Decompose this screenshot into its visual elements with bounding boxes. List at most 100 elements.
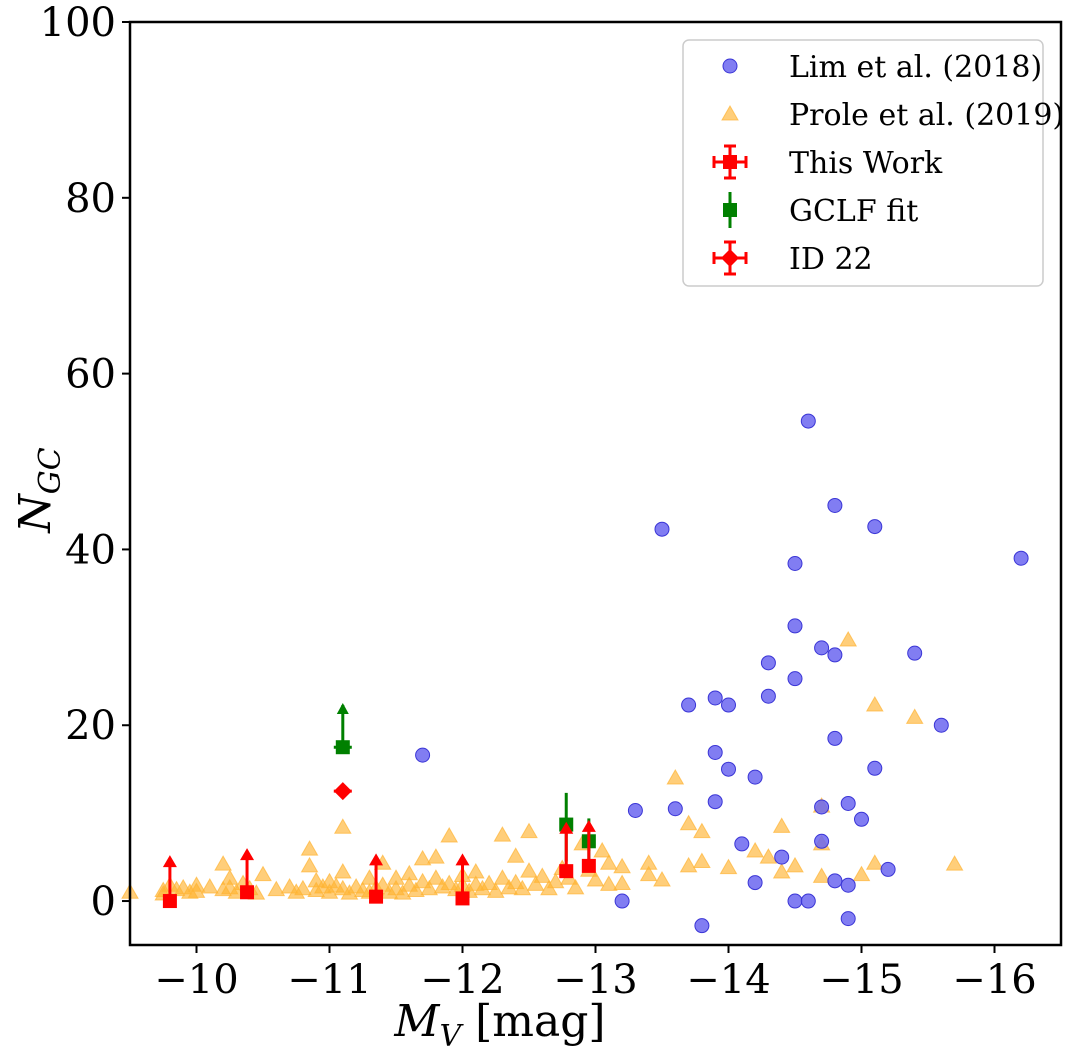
lim-point	[827, 497, 843, 513]
legend: Lim et al. (2018) Prole et al. (2019) This…	[682, 39, 1064, 287]
prole-point	[300, 856, 319, 873]
prole-point	[599, 854, 618, 870]
series-prole	[121, 630, 964, 901]
lim-point	[814, 833, 830, 849]
prole-point	[772, 817, 791, 833]
prole-point	[486, 882, 505, 898]
prole-point	[839, 630, 858, 647]
upper-limit-arrowhead	[559, 821, 574, 834]
prole-point	[506, 847, 525, 863]
upper-limit-arrowhead	[455, 853, 470, 866]
lim-point	[707, 744, 723, 760]
lim-point	[800, 413, 816, 429]
lim-point	[694, 918, 710, 934]
prole-point	[586, 870, 605, 887]
lim-point	[827, 730, 843, 746]
x-tick-label: −15	[819, 957, 903, 1003]
prole-point	[520, 862, 538, 878]
lim-point	[721, 697, 736, 713]
prole-point	[905, 708, 924, 724]
legend-entry: ID 22	[712, 240, 873, 277]
prole-point	[480, 874, 498, 890]
gclf-point	[335, 740, 350, 755]
legend-entry: This Work	[712, 144, 943, 181]
legend-marker-this-work	[723, 155, 737, 169]
legend-marker-gclf	[723, 203, 737, 217]
y-tick-label: 100	[40, 0, 116, 46]
prole-point	[772, 863, 791, 879]
y-tick-label: 40	[65, 527, 116, 573]
gclf-arrowhead	[336, 703, 349, 715]
prole-point	[200, 877, 219, 894]
prole-point	[719, 858, 738, 875]
lim-point	[840, 911, 856, 927]
this-work-point	[581, 858, 596, 873]
prole-point	[759, 848, 778, 864]
legend-entry: Lim et al. (2018)	[722, 50, 1042, 85]
prole-point	[187, 882, 206, 898]
y-tick-label: 20	[65, 703, 116, 749]
prole-point	[413, 872, 432, 889]
legend-entry: Prole et al. (2019)	[721, 98, 1064, 133]
lim-point	[774, 849, 790, 865]
prole-point	[746, 841, 764, 858]
this-work-point	[240, 885, 255, 900]
x-tick-label: −13	[553, 957, 637, 1003]
prole-point	[613, 857, 631, 874]
prole-point	[812, 867, 831, 883]
lim-point	[627, 803, 643, 819]
prole-point	[407, 881, 425, 897]
upper-limit-arrowhead	[162, 855, 177, 868]
prole-point	[865, 696, 884, 712]
x-tick-label: −16	[952, 957, 1036, 1003]
prole-point	[639, 865, 658, 882]
legend-box	[682, 39, 1044, 287]
lim-point	[787, 893, 803, 909]
y-tick-label: 60	[65, 352, 116, 398]
lim-point	[787, 671, 803, 687]
prole-point	[420, 879, 439, 896]
lim-point	[667, 801, 683, 817]
prole-point	[599, 875, 618, 891]
lim-point	[933, 717, 949, 733]
prole-point	[300, 840, 319, 856]
prole-point	[852, 865, 871, 882]
legend-marker-id22	[721, 249, 739, 267]
this-work-point	[369, 889, 384, 904]
lim-point	[760, 688, 776, 704]
prole-point	[593, 841, 612, 858]
lim-point	[787, 618, 803, 634]
lim-point	[415, 747, 431, 763]
prole-point	[653, 870, 671, 887]
lim-point	[614, 893, 630, 909]
lim-point	[707, 794, 723, 810]
lim-point	[654, 521, 670, 537]
lim-point	[867, 760, 883, 776]
prole-point	[945, 855, 964, 871]
marks-layer	[121, 413, 1029, 934]
prole-point	[513, 879, 532, 896]
prole-point	[546, 872, 565, 889]
prole-point	[666, 768, 685, 785]
lim-point	[907, 645, 923, 661]
prole-point	[693, 822, 711, 839]
this-work-point	[455, 891, 470, 906]
x-tick-label: −14	[686, 957, 770, 1003]
series-lim	[415, 413, 1029, 934]
lim-point	[827, 647, 843, 663]
x-tick-label: −10	[154, 957, 238, 1003]
lim-point	[1013, 550, 1029, 566]
prole-point	[493, 869, 512, 885]
legend-entry: GCLF fit	[723, 192, 918, 229]
this-work-point	[559, 864, 574, 879]
y-tick-label: 0	[91, 879, 116, 925]
y-axis-label: NGC	[10, 447, 68, 533]
legend-label: Prole et al. (2019)	[789, 98, 1064, 133]
lim-point	[814, 799, 830, 815]
legend-label: This Work	[789, 146, 943, 181]
prole-point	[333, 818, 352, 834]
this-work-point	[162, 894, 177, 909]
prole-point	[526, 875, 545, 891]
prole-point	[533, 867, 552, 883]
